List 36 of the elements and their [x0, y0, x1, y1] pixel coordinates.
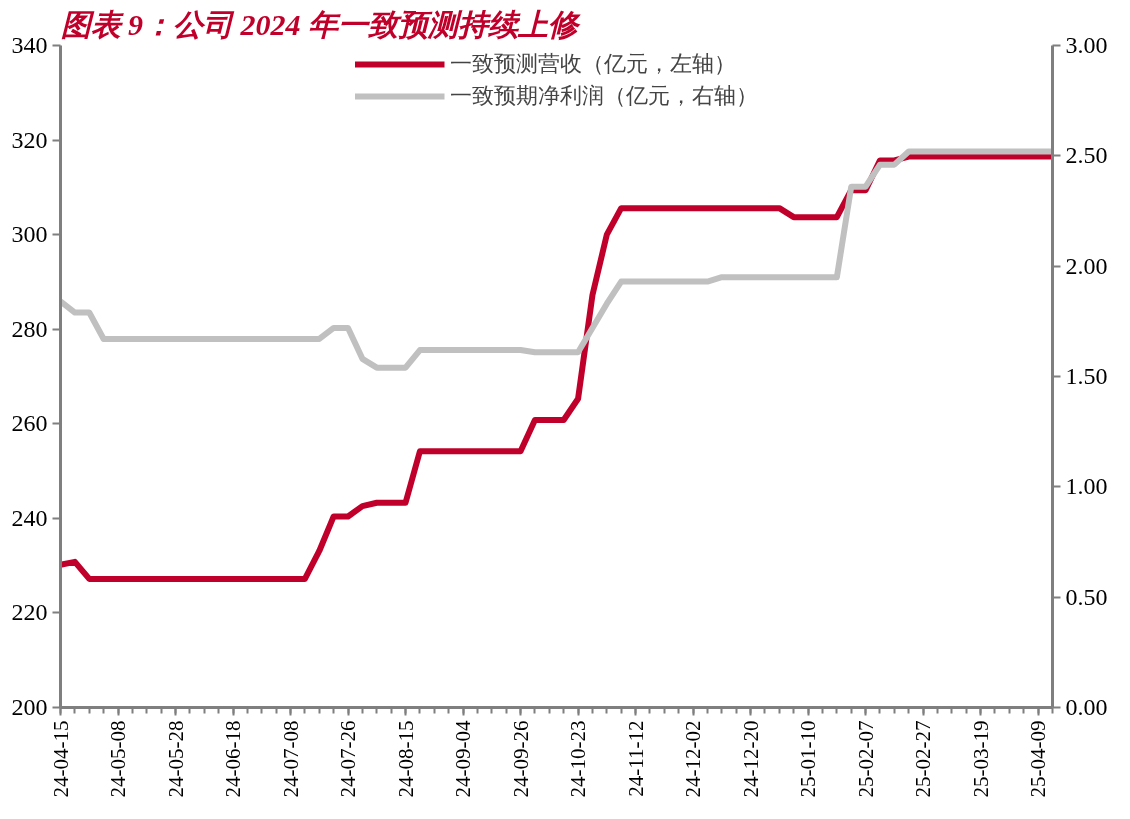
- legend-label: 一致预测营收（亿元，左轴）: [449, 50, 736, 78]
- y-tick-label: 300: [11, 221, 48, 248]
- x-tick-label: 24-09-26: [508, 720, 533, 798]
- y2-tick-label: 0.50: [1065, 583, 1108, 610]
- x-tick-label: 24-06-18: [221, 720, 246, 798]
- x-tick-label: 24-08-15: [393, 720, 418, 798]
- x-tick-label: 24-07-26: [336, 720, 361, 798]
- x-tick-label: 24-07-08: [278, 720, 303, 798]
- y-tick-label: 200: [11, 694, 48, 720]
- x-tick-label: 25-04-09: [1026, 720, 1051, 798]
- y-tick-label: 320: [11, 126, 48, 153]
- y-tick-label: 260: [11, 410, 48, 437]
- y2-tick-label: 2.00: [1065, 252, 1108, 279]
- y2-tick-label: 2.50: [1065, 142, 1108, 169]
- x-tick-label: 25-03-19: [968, 720, 993, 798]
- y-tick-label: 280: [11, 315, 48, 342]
- y-tick-label: 340: [11, 32, 48, 58]
- x-tick-label: 24-11-12: [623, 720, 648, 797]
- legend-label: 一致预期净利润（亿元，右轴）: [449, 82, 758, 110]
- y-tick-label: 240: [11, 504, 48, 531]
- x-tick-label: 24-12-20: [738, 720, 763, 798]
- chart-title: 图表 9：公司 2024 年一致预测持续上修: [60, 7, 581, 41]
- y2-tick-label: 1.00: [1065, 473, 1108, 500]
- x-tick-label: 24-04-15: [48, 720, 73, 798]
- y2-tick-label: 0.00: [1065, 694, 1108, 720]
- x-tick-label: 25-02-07: [853, 720, 878, 798]
- x-tick-label: 25-01-10: [796, 720, 821, 798]
- y-tick-label: 220: [11, 599, 48, 626]
- y2-tick-label: 3.00: [1065, 32, 1108, 58]
- x-tick-label: 24-12-02: [681, 720, 706, 798]
- y2-tick-label: 1.50: [1065, 363, 1108, 389]
- x-tick-label: 24-09-04: [451, 720, 476, 798]
- x-tick-label: 24-05-28: [163, 720, 188, 798]
- x-tick-label: 25-02-27: [911, 720, 936, 798]
- x-tick-label: 24-05-08: [106, 720, 131, 798]
- x-tick-label: 24-10-23: [566, 720, 591, 798]
